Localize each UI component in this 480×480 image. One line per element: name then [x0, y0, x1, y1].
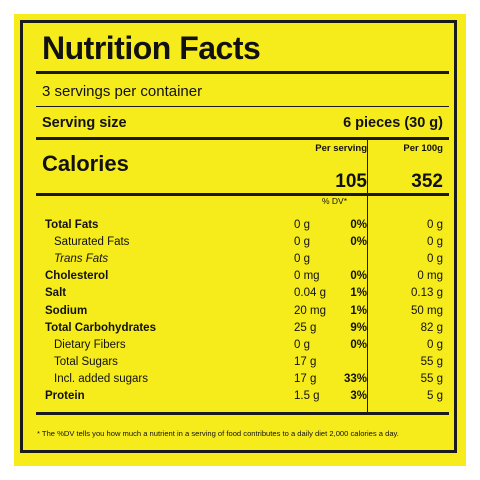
amount-per-serving: 25 g — [294, 321, 317, 334]
nutrient-name: Total Sugars — [54, 355, 118, 368]
nutrient-name: Protein — [45, 390, 85, 402]
servings-divider — [36, 106, 449, 107]
daily-value-percent: 0% — [350, 338, 367, 351]
amount-per-100g: 55 g — [420, 372, 443, 385]
nutrient-row: Total Fats 0 g 0% 0 g — [0, 219, 480, 235]
amount-per-serving: 0 g — [294, 236, 310, 249]
serving-size-value: 6 pieces (30 g) — [343, 115, 443, 131]
amount-per-serving: 20 mg — [294, 304, 326, 317]
column-separator — [367, 138, 368, 412]
servings-per-container: 3 servings per container — [42, 83, 203, 100]
amount-per-serving: 0 mg — [294, 270, 320, 283]
nutrient-name: Incl. added sugars — [54, 372, 148, 385]
nutrient-row: Saturated Fats 0 g 0% 0 g — [0, 236, 480, 252]
nutrient-name: Total Carbohydrates — [45, 321, 156, 334]
nutrient-row: Sodium 20 mg 1% 50 mg — [0, 305, 480, 321]
nutrient-row: Total Carbohydrates 25 g 9% 82 g — [0, 322, 480, 338]
amount-per-100g: 0 g — [427, 338, 443, 351]
serving-size-label: Serving size — [42, 115, 127, 131]
amount-per-100g: 55 g — [420, 355, 443, 368]
amount-per-100g: 82 g — [420, 321, 443, 334]
daily-value-percent: 1% — [350, 287, 367, 300]
nutrient-row: Dietary Fibers 0 g 0% 0 g — [0, 339, 480, 355]
daily-value-header: % DV* — [322, 196, 348, 206]
nutrient-row: Salt 0.04 g 1% 0.13 g — [0, 287, 480, 303]
table-bottom-divider — [36, 412, 449, 415]
amount-per-serving: 17 g — [294, 355, 317, 368]
amount-per-100g: 0 g — [427, 253, 443, 266]
daily-value-footnote: * The %DV tells you how much a nutrient … — [37, 429, 399, 438]
nutrient-name: Cholesterol — [45, 270, 109, 283]
amount-per-100g: 0 mg — [417, 270, 443, 283]
nutrient-row: Total Sugars 17 g 55 g — [0, 356, 480, 372]
nutrient-row: Incl. added sugars 17 g 33% 55 g — [0, 373, 480, 389]
nutrient-row: Trans Fats 0 g 0 g — [0, 253, 480, 269]
nutrition-facts-border — [20, 20, 457, 453]
amount-per-serving: 0 g — [294, 338, 310, 351]
nutrient-name: Dietary Fibers — [54, 338, 126, 351]
nutrient-name: Salt — [45, 287, 67, 300]
nutrient-row: Protein 1.5 g 3% 5 g — [0, 390, 480, 406]
nutrient-row: Cholesterol 0 mg 0% 0 mg — [0, 270, 480, 286]
amount-per-100g: 0 g — [427, 236, 443, 249]
calories-per-serving: 105 — [335, 171, 367, 192]
amount-per-serving: 17 g — [294, 372, 317, 385]
serving-size-divider — [36, 137, 449, 140]
daily-value-percent: 9% — [350, 321, 367, 334]
amount-per-serving: 0 g — [294, 219, 310, 231]
daily-value-percent: 3% — [350, 390, 367, 402]
nutrition-title: Nutrition Facts — [42, 30, 261, 66]
nutrient-name: Sodium — [45, 304, 88, 317]
daily-value-percent: 1% — [350, 304, 367, 317]
daily-value-percent: 0% — [350, 270, 367, 283]
nutrient-name: Saturated Fats — [54, 236, 130, 249]
amount-per-serving: 0.04 g — [294, 287, 326, 300]
label-background — [14, 14, 466, 466]
amount-per-100g: 0 g — [427, 219, 443, 231]
calories-divider — [36, 193, 449, 196]
daily-value-percent: 33% — [343, 372, 367, 385]
per-100g-header: Per 100g — [403, 143, 443, 154]
amount-per-serving: 0 g — [294, 253, 310, 266]
nutrient-name: Trans Fats — [54, 253, 109, 266]
amount-per-100g: 5 g — [427, 390, 443, 402]
calories-label: Calories — [42, 151, 129, 176]
amount-per-serving: 1.5 g — [294, 390, 320, 402]
amount-per-100g: 50 mg — [411, 304, 443, 317]
per-serving-header: Per serving — [315, 143, 367, 154]
calories-per-100g: 352 — [411, 171, 443, 192]
daily-value-percent: 0% — [350, 219, 367, 231]
nutrient-name: Total Fats — [45, 219, 99, 231]
title-divider — [36, 71, 449, 74]
amount-per-100g: 0.13 g — [411, 287, 443, 300]
daily-value-percent: 0% — [350, 236, 367, 249]
